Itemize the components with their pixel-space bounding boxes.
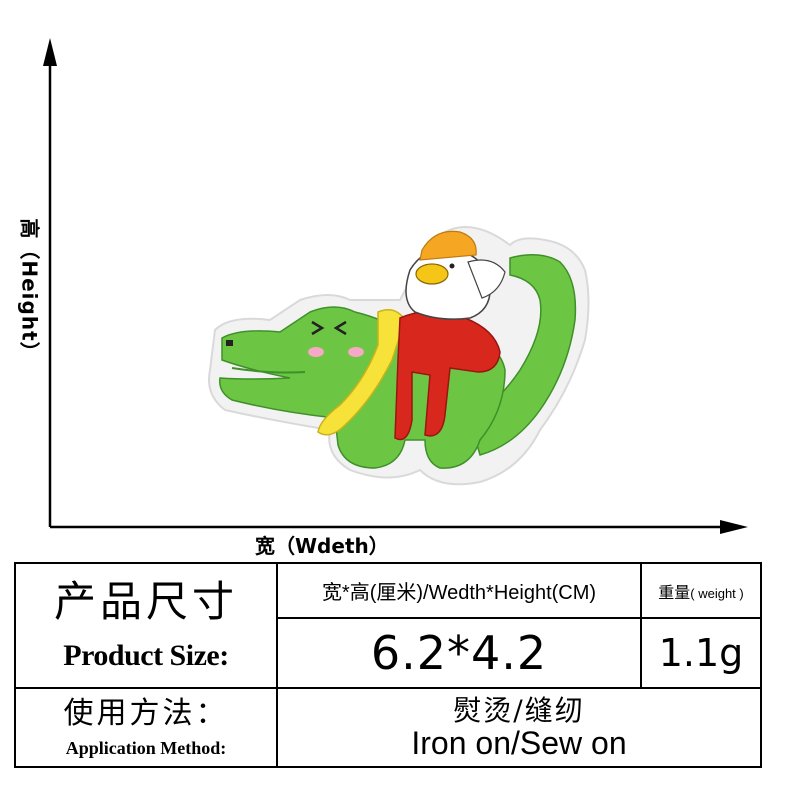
weight-header: 重量( weight ): [658, 585, 743, 602]
size-header: 宽*高(厘米)/Wedth*Height(CM): [321, 582, 597, 604]
bird-eye: [449, 263, 455, 269]
product-size-label-cn: 产品尺寸: [53, 576, 238, 626]
weight-header-cn: 重量: [658, 584, 691, 602]
method-value-en: Iron on/Sew on: [411, 724, 627, 761]
bird-beak: [415, 263, 449, 285]
method-value-cell: 熨烫/缝纫 Iron on/Sew on: [276, 687, 762, 768]
crocodile-patch-image: [208, 226, 590, 486]
method-label-en: Application Method:: [65, 737, 227, 758]
weight-header-cell: 重量( weight ): [640, 562, 762, 619]
product-size-label-en: Product Size:: [63, 638, 229, 672]
weight-value: 1.1g: [658, 631, 744, 675]
method-label-cn: 使用方法：: [63, 695, 229, 731]
cheek-left: [308, 347, 324, 357]
weight-value-cell: 1.1g: [640, 617, 762, 689]
crocodile-eyes-icon: [311, 320, 347, 336]
cheek-right: [348, 347, 364, 357]
crocodile-mouth: [231, 367, 306, 374]
axes-and-patch: [43, 38, 748, 534]
height-axis-label: 高（Height）: [6, 205, 56, 375]
crocodile-nostril: [226, 340, 233, 346]
x-axis-arrow-icon: [720, 520, 748, 534]
bird-wing: [467, 259, 506, 299]
height-axis-label-text: 高（Height）: [17, 217, 42, 363]
size-header-cell: 宽*高(厘米)/Wedth*Height(CM): [276, 562, 642, 619]
method-value-cn: 熨烫/缝纫: [453, 693, 585, 727]
width-axis-label: 宽（Wdeth）: [255, 534, 389, 558]
method-label-cell: 使用方法： Application Method:: [14, 687, 278, 768]
axes: [43, 38, 748, 534]
spec-table: 产品尺寸 Product Size: 宽*高(厘米)/Wedth*Height(…: [14, 562, 762, 768]
weight-header-en: ( weight ): [690, 585, 744, 601]
size-value-cell: 6.2*4.2: [276, 617, 642, 689]
yellow-hat: [419, 230, 477, 261]
size-diagram: 高（Height） 宽（Wdeth）: [6, 38, 748, 558]
product-size-label-cell: 产品尺寸 Product Size:: [14, 562, 278, 689]
y-axis-arrow-icon: [43, 38, 57, 66]
size-value: 6.2*4.2: [370, 626, 548, 680]
